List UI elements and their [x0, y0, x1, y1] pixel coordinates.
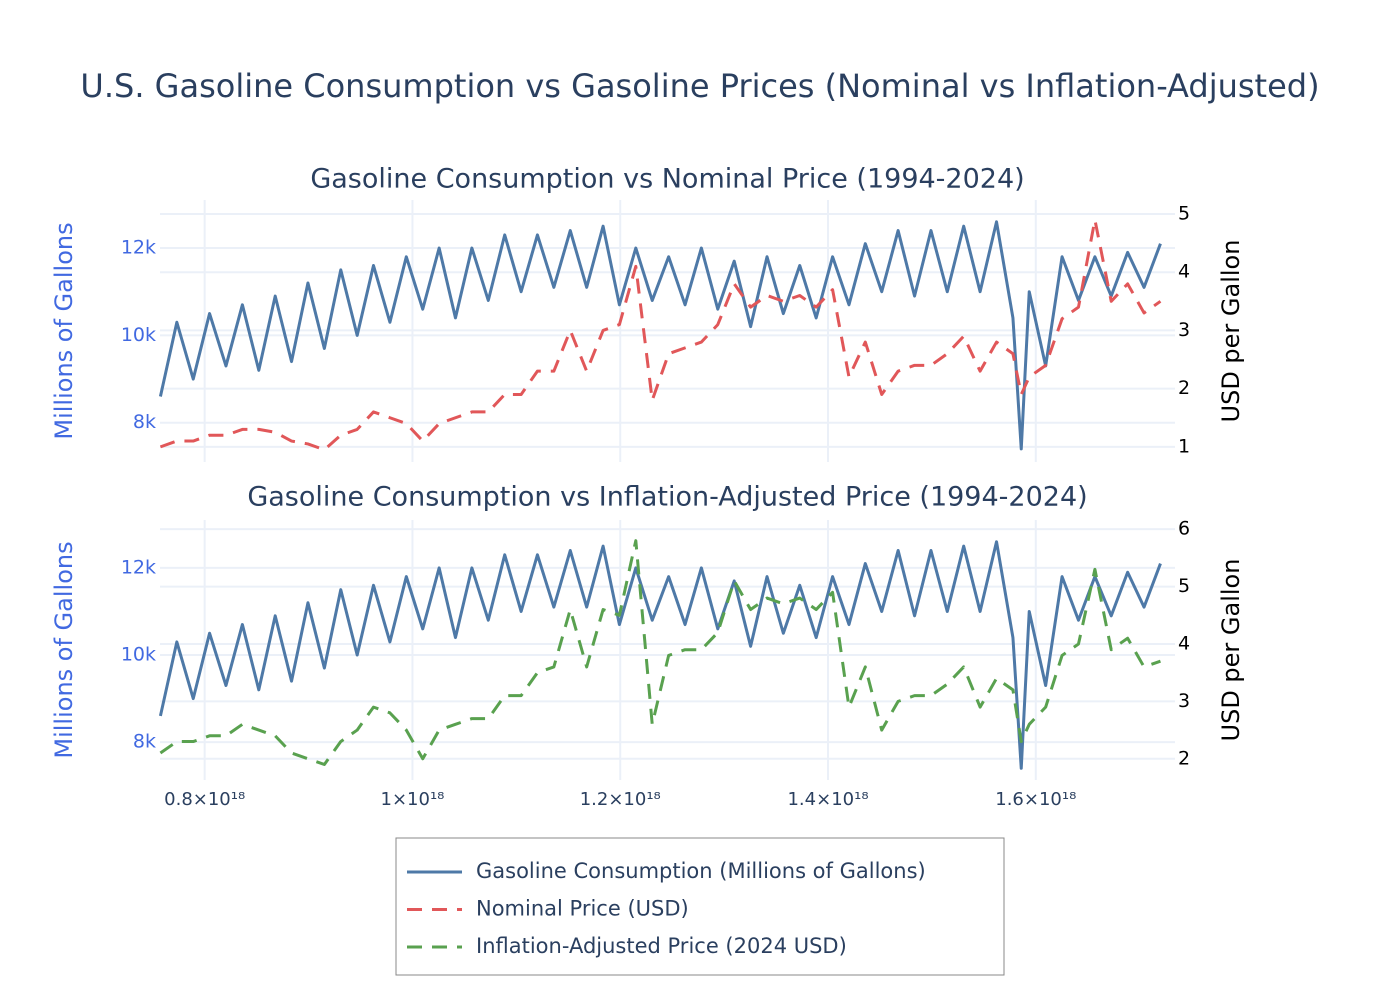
y2-tick-label: 2	[1178, 747, 1190, 769]
y2-tick-label: 3	[1178, 690, 1190, 712]
y2-tick-label: 4	[1178, 261, 1190, 283]
y2-axis-title: USD per Gallon	[1217, 559, 1245, 742]
x-tick-label: 1×10¹⁸	[381, 789, 445, 810]
y2-tick-label: 4	[1178, 632, 1190, 654]
y2-axis-title: USD per Gallon	[1217, 240, 1245, 423]
y2-tick-label: 3	[1178, 319, 1190, 341]
y-tick-label: 8k	[133, 731, 156, 753]
x-tick-label: 1.6×10¹⁸	[995, 789, 1076, 810]
series-line	[158, 540, 1162, 770]
subplot-title: Gasoline Consumption vs Nominal Price (1…	[310, 164, 1024, 195]
series-line	[159, 539, 1161, 766]
y-tick-label: 10k	[121, 324, 156, 346]
legend-label: Inflation-Adjusted Price (2024 USD)	[476, 934, 847, 958]
y2-tick-label: 5	[1178, 575, 1190, 597]
series-line	[158, 220, 1162, 451]
y-tick-label: 8k	[133, 411, 156, 433]
x-tick-label: 0.8×10¹⁸	[164, 789, 245, 810]
y-tick-label: 12k	[121, 556, 156, 578]
y2-tick-label: 6	[1178, 518, 1190, 540]
legend: Gasoline Consumption (Millions of Gallon…	[407, 859, 926, 958]
chart-title: U.S. Gasoline Consumption vs Gasoline Pr…	[80, 67, 1319, 105]
series-line	[159, 218, 1162, 452]
legend-label: Nominal Price (USD)	[476, 897, 689, 921]
y-tick-label: 10k	[121, 644, 156, 666]
legend-label: Gasoline Consumption (Millions of Gallon…	[476, 859, 926, 883]
y-tick-label: 12k	[121, 237, 156, 259]
y2-tick-label: 5	[1178, 202, 1190, 224]
x-tick-label: 1.2×10¹⁸	[580, 789, 661, 810]
y-axis-title: Millions of Gallons	[50, 222, 78, 439]
x-tick-label: 1.4×10¹⁸	[787, 789, 868, 810]
subplot-title: Gasoline Consumption vs Inflation-Adjust…	[247, 482, 1087, 513]
y-axis-title: Millions of Gallons	[50, 541, 78, 758]
lines	[158, 218, 1162, 770]
y2-tick-label: 2	[1178, 377, 1190, 399]
legend-box	[395, 837, 1005, 976]
y2-tick-label: 1	[1178, 435, 1190, 457]
